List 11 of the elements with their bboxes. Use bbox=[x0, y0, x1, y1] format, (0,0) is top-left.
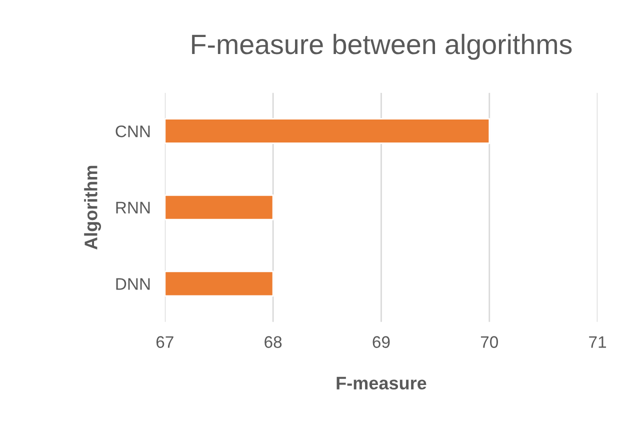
x-tick-label: 71 bbox=[589, 336, 606, 348]
x-tick-label: 70 bbox=[480, 336, 498, 348]
y-tick-label: RNN bbox=[116, 202, 150, 214]
x-tick-label: 67 bbox=[156, 336, 174, 348]
chart-title: F-measure between algorithms bbox=[192, 34, 572, 60]
y-axis-title: Algorithm bbox=[84, 166, 102, 250]
y-tick-label: DNN bbox=[116, 278, 150, 290]
x-tick-label: 68 bbox=[264, 336, 282, 348]
y-tick-label: CNN bbox=[116, 125, 150, 138]
x-axis-title: F-measure bbox=[336, 376, 426, 390]
x-tick-label: 69 bbox=[372, 336, 390, 348]
